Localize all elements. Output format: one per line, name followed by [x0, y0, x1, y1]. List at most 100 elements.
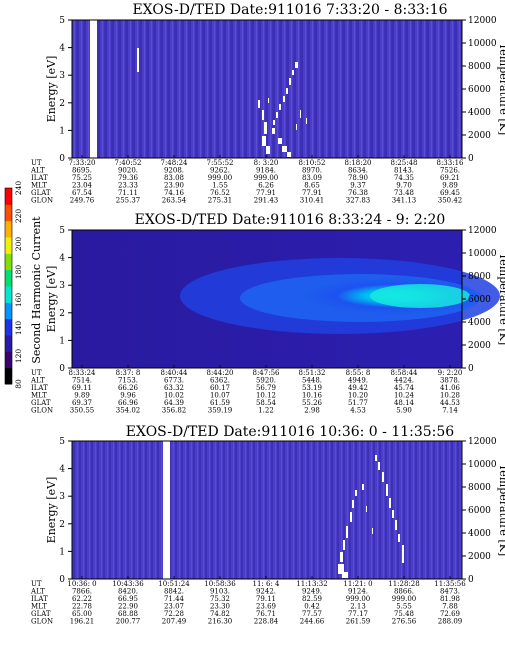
colorbar-tick-label: 120 — [14, 349, 23, 364]
colorbar-cell — [5, 335, 12, 352]
panel-1-speck — [295, 62, 298, 68]
panel-3-row-value: 11: 6: 4 — [253, 580, 281, 588]
panel-3-row-value: 9242. — [256, 588, 276, 596]
panel-3-row-label: GLAT — [31, 610, 51, 618]
panel-2-row-value: 356.82 — [162, 407, 187, 415]
panel-3-row-value: 261.59 — [346, 618, 371, 626]
panel-1-y2-axis: 0 2000 4000 6000 8000 10000 12000 — [462, 16, 497, 164]
panel-1-row-value: 8: 3:20 — [254, 159, 279, 167]
panel-2-row-label: MLT — [31, 392, 47, 400]
panel-1-row-value: 69.21 — [440, 174, 460, 182]
panel-1-row-value: 8:10:52 — [299, 159, 326, 167]
panel-1-ytick-label: 2 — [59, 99, 65, 109]
panel-3-row-value: 7866. — [72, 588, 92, 596]
panel-3-speck — [340, 552, 343, 562]
panel-2-row-label: ILAT — [31, 384, 48, 392]
panel-2-row-value: 8:33:24 — [69, 369, 97, 377]
panel-3-row-value: 23.69 — [256, 603, 276, 611]
panel-2-row-value: 44.53 — [440, 399, 460, 407]
panel-2-row-value: 350.55 — [70, 407, 95, 415]
panel-3-speck — [362, 484, 364, 490]
colorbar: 80 120 140 160 180 200 220 240 Second Harmonic … — [4, 181, 43, 389]
panel-1-row-value: 74.35 — [394, 174, 414, 182]
panel-2-row-value: 8:51:32 — [299, 369, 326, 377]
panel-1-row-value: 76.38 — [348, 189, 368, 197]
colorbar-cell — [5, 188, 12, 205]
colorbar-cell — [5, 237, 12, 254]
panel-1-row-value: 8634. — [348, 167, 368, 175]
panel-1-speck — [268, 98, 269, 103]
panel-1-speck — [273, 120, 275, 125]
panel-3-row-label: ILAT — [31, 595, 48, 603]
panel-2-annotation-table: UT 8:33:24 8:37: 8 8:40:44 8:44:20 8:47:56 8:5… — [30, 365, 462, 415]
panel-1-ytick-label: 5 — [59, 16, 65, 26]
panel-1-row-value: 341.13 — [392, 197, 417, 205]
panel-3-row-value: 79.11 — [256, 595, 276, 603]
panel-3-ytick-label: 0 — [59, 575, 65, 585]
panel-2-y2-axis: 0 2000 4000 6000 8000 10000 12000 — [462, 226, 497, 374]
panel-3-row-value: 7.88 — [442, 603, 458, 611]
panel-1-row-value: 275.31 — [208, 197, 233, 205]
panel-2-ytick-label: 5 — [59, 226, 65, 236]
panel-1-speck — [264, 122, 267, 134]
panel-1-row-value: 8.65 — [304, 182, 320, 190]
panel-1-row-label: UT — [31, 159, 42, 167]
panel-2-y2tick-label: 12000 — [468, 226, 497, 236]
panel-3-speck — [389, 498, 391, 508]
panel-3-row-value: 76.71 — [256, 610, 276, 618]
panel-1-row-value: 67.54 — [72, 189, 93, 197]
panel-1-row-value: 9.89 — [442, 182, 458, 190]
panel-2-row-value: 10.24 — [394, 392, 415, 400]
panel-2-y-label: Energy [eV] — [45, 266, 58, 333]
panel-2-row-value: 55.26 — [302, 399, 323, 407]
colorbar-cell — [5, 269, 12, 287]
panel-1-row-value: 8143. — [394, 167, 414, 175]
panel-3-row-value: 23.30 — [210, 603, 230, 611]
colorbar-label: Second Harmonic Current — [30, 216, 43, 364]
panel-1-row-value: 8:33:16 — [437, 159, 465, 167]
panel-3-speck — [355, 490, 357, 496]
panel-2-row-value: 2.98 — [304, 407, 320, 415]
panel-3-row-value: 11:35:56 — [434, 580, 466, 588]
panel-1-speck — [262, 136, 266, 146]
panel-1-row-value: 999.00 — [254, 174, 279, 182]
panel-3-annotation-table: UT 10:36: 0 10:43:36 10:51:24 10:58:36 11: 6:… — [30, 576, 466, 626]
panel-3-y-axis: 0 1 2 3 4 5 — [59, 437, 72, 585]
panel-1-row-value: 249.76 — [70, 197, 95, 205]
panel-1-row-value: 83.08 — [164, 174, 184, 182]
panel-3-speck — [372, 528, 373, 534]
panel-2-row-value: 51.77 — [348, 399, 368, 407]
panel-1-data-gap — [90, 20, 97, 158]
panel-2-ytick-label: 1 — [59, 336, 65, 346]
panel-3-row-value: 11:21: 0 — [343, 580, 372, 588]
panel-1-y2tick-label: 0 — [468, 154, 474, 164]
panel-1-row-value: 23.90 — [164, 182, 184, 190]
panel-2-row-value: 5920. — [256, 377, 276, 385]
panel-2-row-label: UT — [31, 369, 42, 377]
panel-3-y2tick-label: 8000 — [468, 483, 491, 493]
panel-2-row-label: ALT — [30, 377, 45, 385]
panel-3-y-label: Energy [eV] — [45, 477, 58, 544]
panel-3-row-value: 71.44 — [164, 595, 185, 603]
panel-2-ytick-label: 3 — [59, 281, 65, 291]
panel-2-row-value: 6362. — [210, 377, 230, 385]
panel-2-row-value: 45.74 — [394, 384, 415, 392]
panel-3-row-value: 75.32 — [210, 595, 230, 603]
panel-3-row-value: 5.55 — [396, 603, 412, 611]
panel-3-row-value: 10:51:24 — [158, 580, 190, 588]
panel-1-y-label: Energy [eV] — [45, 56, 58, 123]
panel-3: EXOS-D/TED Date:911016 10:36: 0 - 11:35:… — [30, 424, 505, 626]
colorbar-tick-label: 80 — [14, 379, 23, 389]
panel-3-row-label: MLT — [31, 603, 47, 611]
panel-3-ytick-label: 2 — [59, 520, 65, 530]
panel-1-row-value: 350.42 — [438, 197, 463, 205]
panel-1-speck — [300, 110, 301, 118]
panel-1-row-value: 77.91 — [302, 189, 322, 197]
panel-2-ytick-label: 4 — [59, 254, 65, 264]
panel-2-y-axis: 0 1 2 3 4 5 — [59, 226, 72, 374]
panel-2-row-value: 49.42 — [348, 384, 368, 392]
panel-1-row-value: 9.37 — [350, 182, 366, 190]
panel-1-row-value: 7:40:52 — [115, 159, 142, 167]
colorbar-tick-label: 160 — [14, 293, 23, 308]
